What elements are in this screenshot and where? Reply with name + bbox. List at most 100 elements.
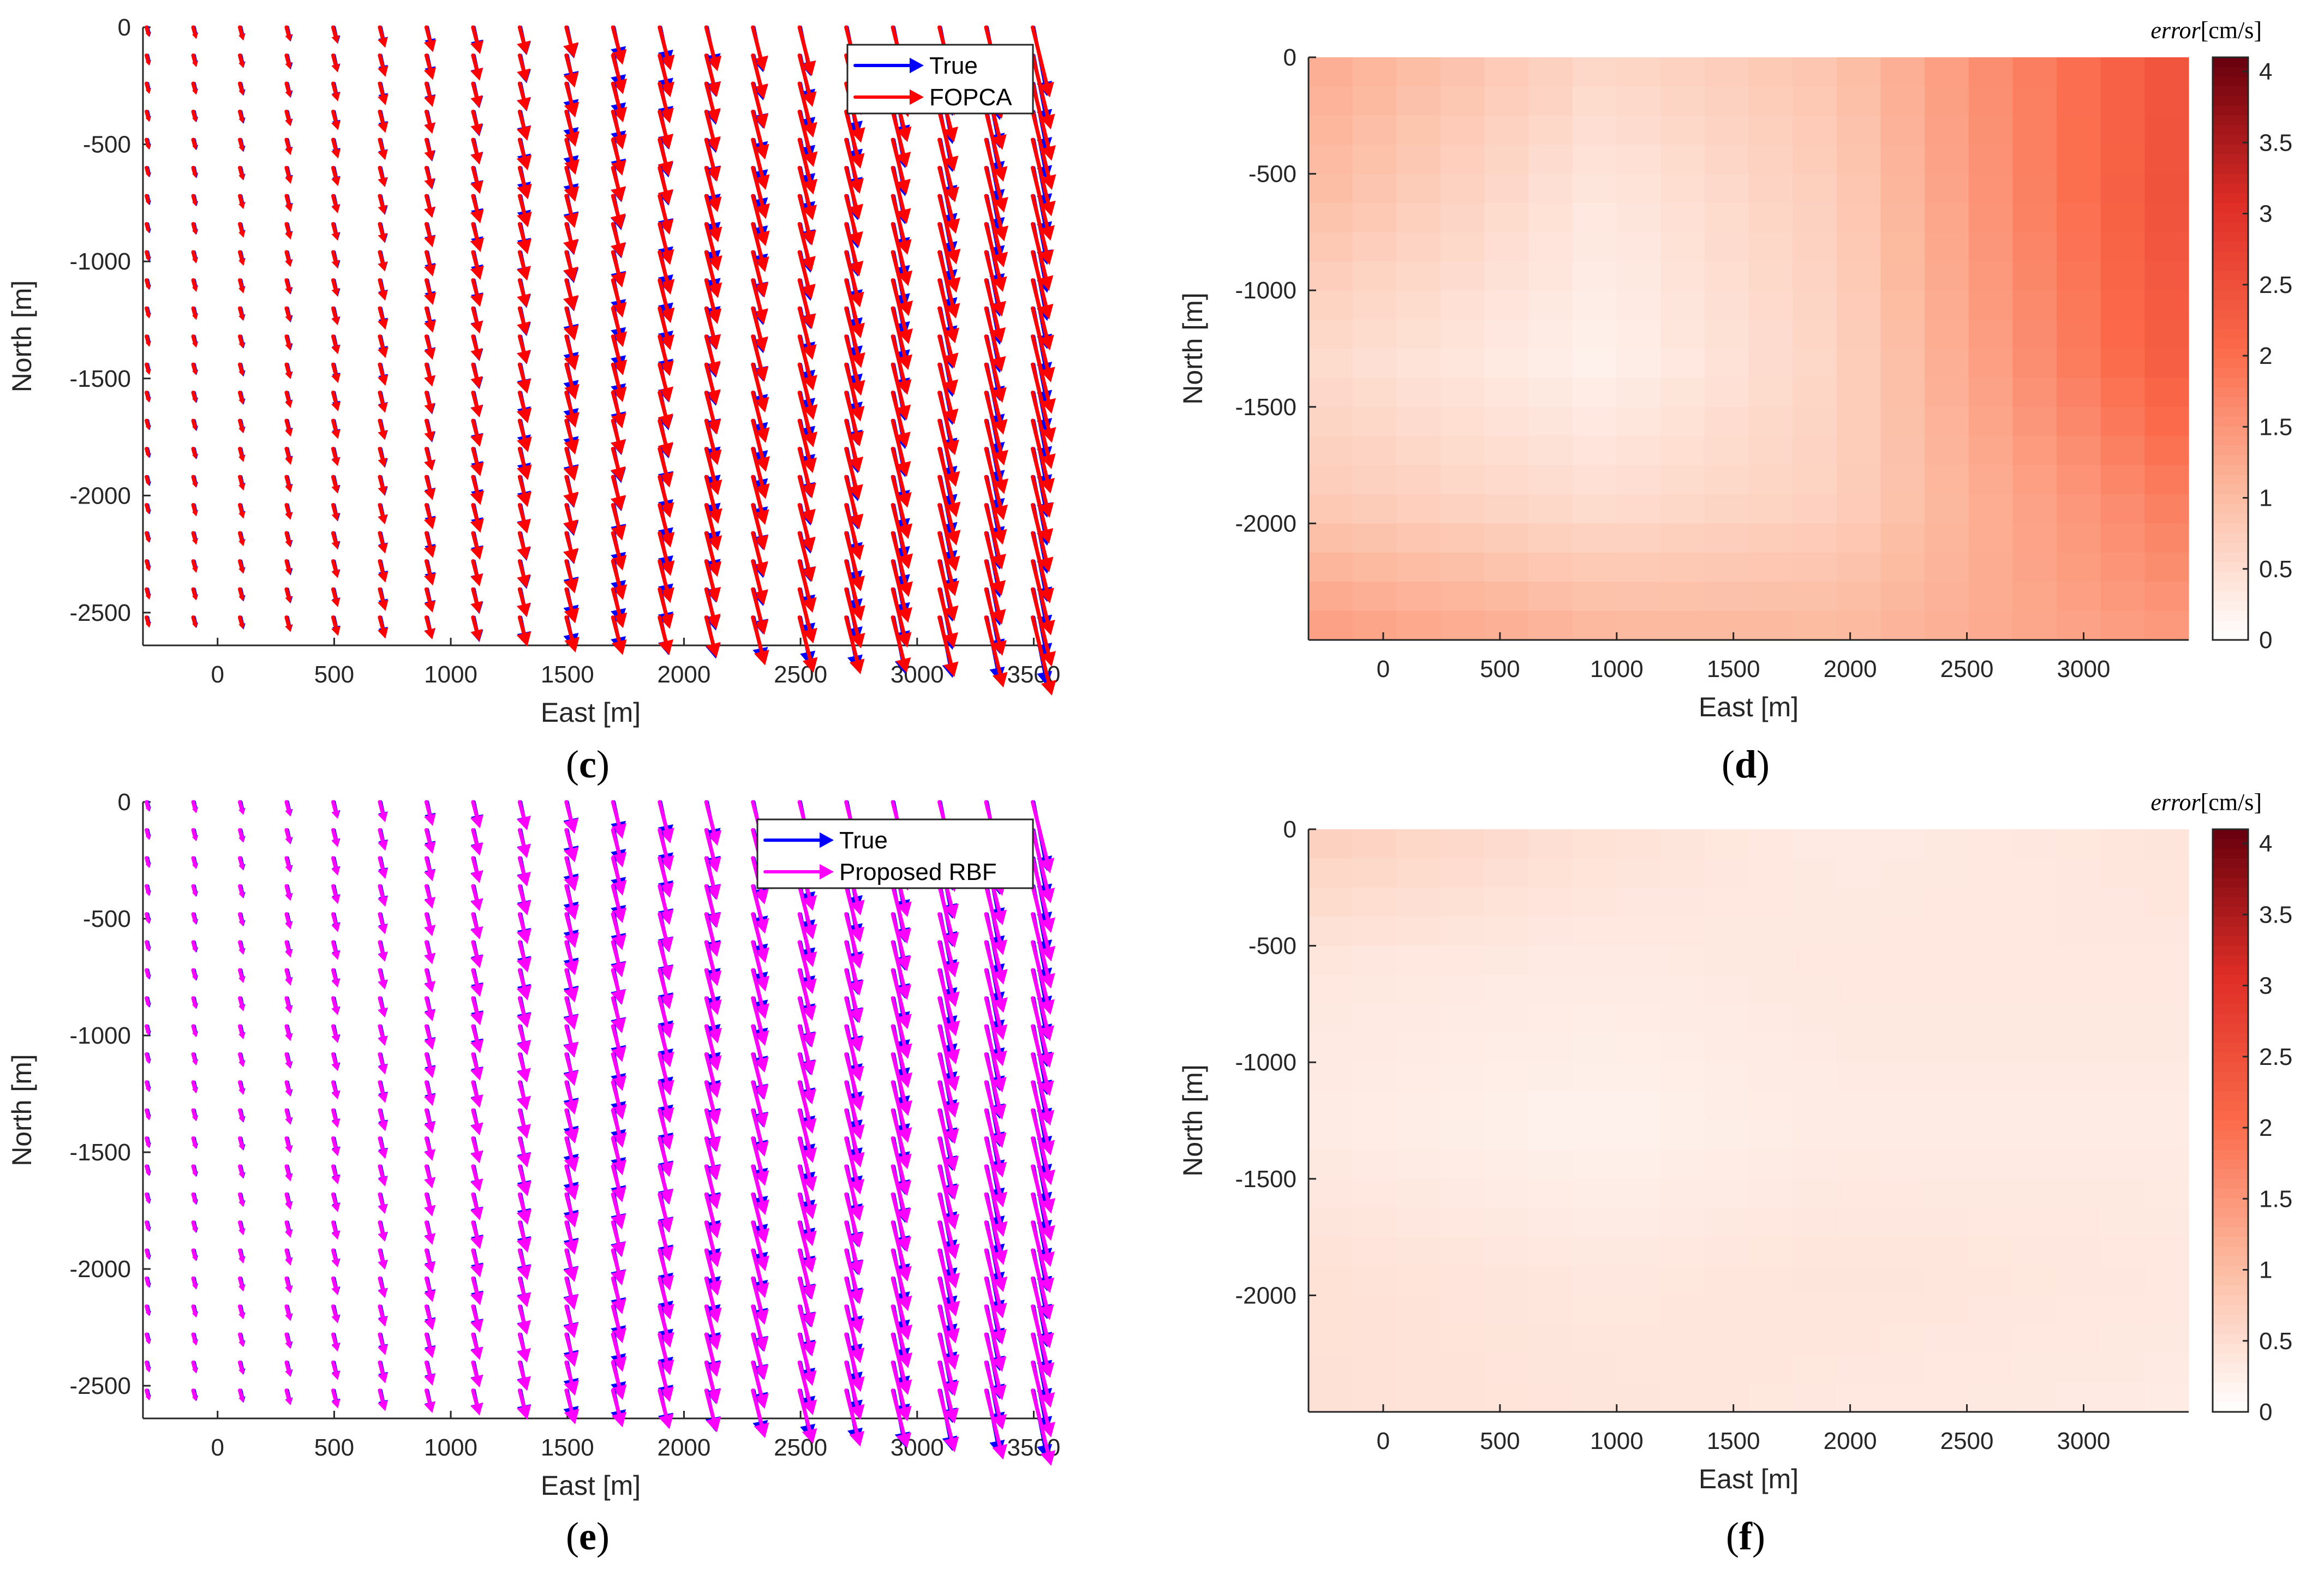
c-estimate-arrow <box>331 306 338 320</box>
f-heat-cell <box>1396 1208 1441 1238</box>
e-estimate-arrow-head <box>802 895 817 911</box>
e-estimate-arrow-head <box>378 1035 388 1046</box>
e-estimate-arrow-head <box>424 1233 435 1245</box>
c-estimate-arrow-head <box>800 256 816 272</box>
d-heat-cell <box>1968 261 2013 291</box>
c-estimate-arrow <box>704 81 715 112</box>
d-heat-cell <box>1440 523 1485 553</box>
e-estimate-arrow <box>891 1220 906 1270</box>
c-estimate-arrow <box>145 334 151 344</box>
c-estimate-arrow <box>284 166 291 179</box>
d-heat-cell <box>1880 610 1925 640</box>
c-estimate-arrow <box>937 278 954 332</box>
e-estimate-arrow <box>145 968 150 978</box>
c-estimate-arrow-head <box>801 91 817 107</box>
c-estimate-arrow-head <box>517 546 530 561</box>
e-estimate-arrow-head <box>611 961 626 978</box>
d-heat-cell <box>1836 115 1881 145</box>
c-estimate-arrow-head <box>659 587 674 603</box>
c-estimate-arrow <box>378 137 385 153</box>
c-estimate-arrow <box>844 587 860 637</box>
d-heat-cell <box>1309 582 1353 612</box>
c-estimate-arrow <box>564 447 573 469</box>
c-estimate-arrow <box>471 531 479 550</box>
e-estimate-arrow-head <box>896 1180 912 1196</box>
f-heat-cell <box>1836 1208 1881 1238</box>
panel-d-heatmap: 0 500 1000 1500 2000 2500 30000-500-1000-1500-… <box>1178 17 2292 722</box>
f-heat-cell <box>2144 1237 2189 1267</box>
c-estimate-arrow-head <box>849 153 865 169</box>
e-estimate-arrow <box>237 1136 244 1147</box>
e-estimate-arrow-head <box>423 1290 436 1302</box>
c-estimate-arrow-head <box>145 313 151 319</box>
c-estimate-arrow-head <box>517 68 530 82</box>
c-estimate-arrow <box>145 418 150 428</box>
d-heat-cell <box>2144 261 2189 291</box>
d-heat-cell <box>1528 610 1573 640</box>
f-heat-cell <box>1309 1382 1353 1412</box>
c-estimate-arrow <box>891 531 907 585</box>
f-heat-cell <box>1660 1091 1705 1121</box>
e-estimate-arrow <box>471 1332 479 1351</box>
c-estimate-arrow-head <box>659 54 675 70</box>
c-estimate-arrow <box>191 362 197 373</box>
e-estimate-arrow <box>611 1080 622 1108</box>
e-estimate-arrow-head <box>424 1149 435 1161</box>
d-heat-cell <box>1793 232 1837 262</box>
e-legend-label: True <box>839 827 888 854</box>
e-estimate-arrow <box>984 968 1002 1028</box>
c-estimate-arrow <box>424 137 432 154</box>
e-estimate-arrow-head <box>1038 1332 1054 1349</box>
e-estimate-arrow-head <box>991 1076 1007 1093</box>
e-estimate-arrow <box>611 1332 622 1361</box>
e-estimate-arrow-head <box>611 1327 627 1344</box>
f-heat-cell <box>1309 1354 1353 1384</box>
c-estimate-arrow-head <box>423 292 437 306</box>
e-estimate-arrow-head <box>943 1155 959 1172</box>
e-estimate-arrow <box>471 1276 479 1295</box>
d-heat-cell <box>1484 173 1529 203</box>
d-heat-cell <box>1793 465 1837 495</box>
c-estimate-arrow-head <box>847 231 863 247</box>
e-estimate-arrow <box>611 884 621 912</box>
d-heat-cell <box>1880 465 1925 495</box>
e-estimate-arrow <box>1030 884 1050 950</box>
f-heat-cell <box>2057 945 2101 975</box>
e-estimate-arrow-head <box>192 1227 198 1233</box>
d-heat-cell <box>1793 610 1837 640</box>
f-heat-cell <box>1396 1237 1441 1267</box>
e-estimate-arrow <box>751 1332 763 1368</box>
d-heat-cell <box>1572 582 1617 612</box>
c-estimate-arrow <box>424 194 432 210</box>
d-heat-cell <box>1616 86 1661 116</box>
c-estimate-arrow <box>237 166 244 177</box>
d-colorbar-frame <box>2212 56 2249 641</box>
e-estimate-arrow <box>937 996 954 1053</box>
c-estimate-arrow <box>471 615 479 633</box>
f-colorbar-step <box>2213 945 2248 956</box>
f-heat-cell <box>1396 858 1441 888</box>
c-estimate-arrow-head <box>192 397 198 403</box>
c-estimate-arrow-head <box>895 461 911 477</box>
f-heat-cell <box>2100 975 2145 1004</box>
e-estimate-arrow <box>704 1304 716 1338</box>
f-heat-cell <box>2144 1033 2189 1063</box>
e-estimate-arrow <box>331 1136 338 1151</box>
e-estimate-arrow-head <box>944 1101 960 1118</box>
e-estimate-arrow <box>517 996 526 1017</box>
e-estimate-arrow-head <box>470 1067 483 1081</box>
f-heat-cell <box>2144 1382 2189 1412</box>
c-estimate-arrow-head <box>470 40 484 55</box>
f-heat-cell <box>1396 945 1441 975</box>
e-estimate-arrow <box>797 1136 812 1180</box>
f-heat-cell <box>1925 1295 1969 1325</box>
d-heat-cell <box>1616 145 1661 175</box>
e-estimate-arrow <box>937 1052 954 1106</box>
f-heat-cell <box>1616 1295 1661 1325</box>
c-estimate-arrow-head <box>658 189 673 205</box>
d-heat-cell <box>1704 378 1749 408</box>
e-estimate-arrow <box>145 1024 150 1034</box>
e-estimate-arrow <box>564 800 573 822</box>
e-estimate-arrow-head <box>659 1303 674 1320</box>
c-estimate-arrow <box>331 531 338 544</box>
